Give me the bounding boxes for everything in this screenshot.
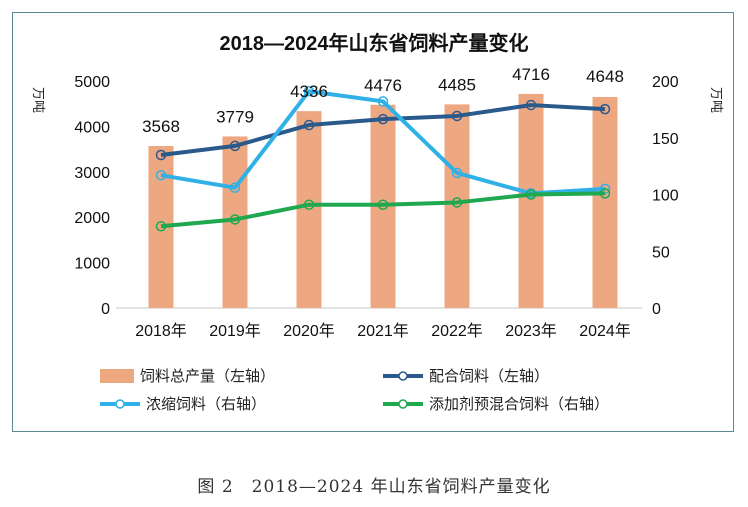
- data-point: [451, 167, 463, 179]
- x-tick-label: 2022年: [431, 322, 483, 340]
- data-point: [599, 188, 611, 199]
- data-point: [303, 119, 315, 131]
- legend-item-compound: 配合饲料（左轴）: [383, 365, 549, 386]
- data-label: 4476: [364, 76, 402, 95]
- data-point: [155, 169, 167, 181]
- bar-total-output: [592, 96, 618, 308]
- data-point: [377, 96, 389, 107]
- legend-label: 添加剂预混合饲料（右轴）: [429, 395, 610, 413]
- chart: 2018—2024年山东省饲料产量变化010002000300040005000…: [30, 31, 723, 340]
- legend-line-icon: [383, 398, 423, 409]
- data-label: 3779: [216, 107, 254, 126]
- legend-line-icon: [383, 370, 423, 381]
- x-tick-label: 2019年: [209, 322, 261, 340]
- data-point: [599, 183, 611, 195]
- right-tick-label: 50: [652, 244, 670, 261]
- legend-label: 饲料总产量（左轴）: [140, 367, 276, 385]
- data-point: [229, 182, 241, 193]
- left-tick-label: 4000: [74, 119, 110, 136]
- data-point: [303, 199, 315, 210]
- left-tick-label: 3000: [74, 165, 110, 182]
- left-tick-label: 5000: [74, 74, 110, 91]
- data-point: [451, 197, 463, 208]
- data-label: 4716: [512, 65, 550, 84]
- data-label: 4485: [438, 75, 476, 94]
- data-point: [303, 85, 315, 97]
- legend-swatch-bar: [100, 368, 134, 383]
- x-tick-label: 2018年: [135, 322, 187, 340]
- data-label: 4648: [586, 67, 624, 86]
- left-tick-label: 1000: [74, 256, 110, 273]
- chart-title: 2018—2024年山东省饲料产量变化: [220, 31, 529, 55]
- data-label: 4336: [290, 82, 328, 101]
- bar-total-output: [518, 93, 544, 308]
- figure-caption: 图 2 2018—2024 年山东省饲料产量变化: [197, 477, 551, 497]
- legend-label: 配合饲料（左轴）: [429, 367, 550, 385]
- right-tick-label: 0: [652, 301, 661, 318]
- series-line: [160, 191, 606, 229]
- data-point: [525, 189, 537, 200]
- data-point: [155, 149, 167, 161]
- legend-item-total: 饲料总产量（左轴）: [100, 365, 275, 386]
- chart-frame: [12, 12, 734, 432]
- series-line: [160, 103, 606, 157]
- x-tick-label: 2020年: [283, 322, 335, 340]
- x-tick-label: 2023年: [505, 322, 557, 340]
- right-axis-label: 万吨: [708, 87, 723, 113]
- left-axis-label: 万吨: [30, 87, 45, 113]
- x-tick-label: 2024年: [579, 322, 631, 340]
- bar-total-output: [444, 104, 470, 308]
- left-tick-label: 2000: [74, 210, 110, 227]
- legend-label: 浓缩饲料（右轴）: [146, 395, 267, 413]
- legend-item-premix: 添加剂预混合饲料（右轴）: [383, 393, 609, 414]
- data-label: 3568: [142, 117, 180, 136]
- data-point: [525, 99, 537, 111]
- right-tick-label: 100: [652, 188, 679, 205]
- legend-line-icon: [100, 398, 140, 409]
- x-tick-label: 2021年: [357, 322, 409, 340]
- left-tick-label: 0: [101, 301, 110, 318]
- data-point: [377, 113, 389, 125]
- data-point: [155, 221, 167, 232]
- right-tick-label: 150: [652, 131, 679, 148]
- data-point: [377, 199, 389, 210]
- data-point: [229, 214, 241, 225]
- data-point: [451, 110, 463, 122]
- right-tick-label: 200: [652, 74, 679, 91]
- data-point: [229, 140, 241, 152]
- legend-item-concentrate: 浓缩饲料（右轴）: [100, 393, 266, 414]
- data-point: [599, 103, 611, 115]
